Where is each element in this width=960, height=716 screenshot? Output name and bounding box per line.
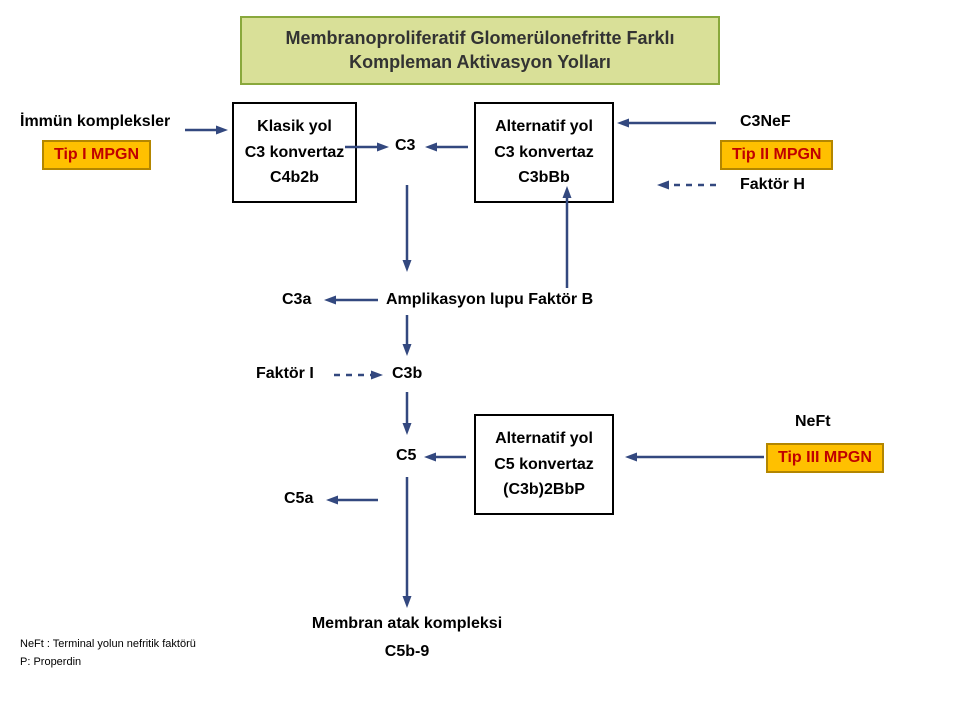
alt2-l2: C5 konvertaz <box>480 452 608 478</box>
label-c5: C5 <box>396 447 416 465</box>
klasik-l1: Klasik yol <box>236 114 353 140</box>
footnote: NeFt : Terminal yolun nefritik faktörü P… <box>20 636 196 671</box>
label-c5a: C5a <box>284 490 313 508</box>
box-alternatif-bottom: Alternatif yol C5 konvertaz (C3b)2BbP <box>474 414 614 515</box>
klasik-l3: C4b2b <box>236 165 353 191</box>
label-c3a: C3a <box>282 291 311 309</box>
box-klasik: Klasik yol C3 konvertaz C4b2b <box>232 102 357 203</box>
alt-l3: C3bBb <box>480 165 608 191</box>
footnote-2: P: Properdin <box>20 654 196 672</box>
label-c3nef: C3NeF <box>740 113 791 131</box>
mak-l2: C5b-9 <box>300 643 514 661</box>
label-c3: C3 <box>395 137 415 155</box>
alt-l1: Alternatif yol <box>480 114 608 140</box>
label-faktorH: Faktör H <box>740 176 805 194</box>
title-line2: Kompleman Aktivasyon Yolları <box>349 52 611 72</box>
badge-tip3: Tip III MPGN <box>766 443 884 473</box>
klasik-l2: C3 konvertaz <box>236 140 353 166</box>
box-alternatif-top: Alternatif yol C3 konvertaz C3bBb <box>474 102 614 203</box>
diagram-title: Membranoproliferatif Glomerülonefritte F… <box>240 16 720 85</box>
label-c3b: C3b <box>392 365 422 383</box>
label-immun: İmmün kompleksler <box>20 113 170 131</box>
label-mak: Membran atak kompleksi C5b-9 <box>300 615 514 661</box>
label-neft: NeFt <box>795 413 831 431</box>
alt2-l3: (C3b)2BbP <box>480 477 608 503</box>
mak-l1: Membran atak kompleksi <box>300 615 514 633</box>
title-line1: Membranoproliferatif Glomerülonefritte F… <box>285 28 674 48</box>
badge-tip1: Tip I MPGN <box>42 140 151 170</box>
label-amp: Amplikasyon lupu Faktör B <box>386 291 593 309</box>
badge-tip2: Tip II MPGN <box>720 140 833 170</box>
alt-l2: C3 konvertaz <box>480 140 608 166</box>
label-faktorI: Faktör I <box>256 365 314 383</box>
alt2-l1: Alternatif yol <box>480 426 608 452</box>
footnote-1: NeFt : Terminal yolun nefritik faktörü <box>20 636 196 654</box>
